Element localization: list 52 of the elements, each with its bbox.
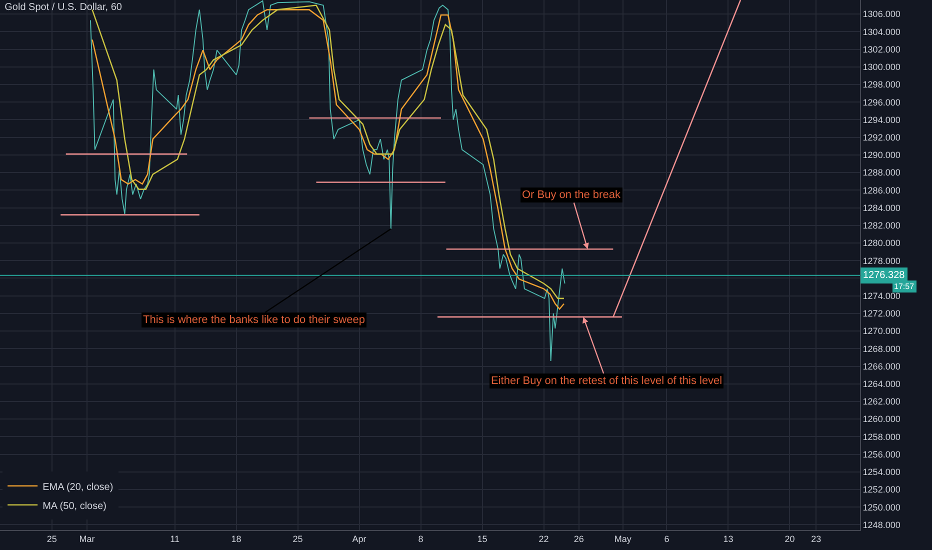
y-tick-label: 1278.000 — [862, 256, 900, 266]
ref-line-label: 1276.328 — [863, 270, 906, 281]
y-tick-label: 1302.000 — [862, 44, 900, 54]
y-tick-label: 1292.000 — [862, 132, 900, 142]
chart-title: Gold Spot / U.S. Dollar, 60 — [4, 2, 122, 13]
y-tick-label: 1270.000 — [862, 326, 900, 336]
y-tick-label: 1264.000 — [862, 379, 900, 389]
y-tick-label: 1256.000 — [862, 449, 900, 460]
y-tick-label: 1286.000 — [862, 185, 900, 196]
y-tick-label: 1294.000 — [862, 114, 900, 125]
annotation: Or Buy on the break — [522, 189, 621, 201]
y-tick-label: 1262.000 — [862, 396, 900, 407]
y-tick-label: 1282.000 — [862, 220, 900, 231]
y-tick-label: 1290.000 — [862, 150, 900, 160]
x-tick-label: 13 — [723, 534, 734, 544]
x-tick-label: 26 — [574, 534, 584, 544]
y-tick-label: 1280.000 — [862, 238, 900, 248]
y-tick-label: 1268.000 — [862, 344, 900, 354]
y-tick-label: 1258.000 — [862, 432, 900, 442]
legend-label: EMA (20, close) — [42, 482, 114, 493]
x-tick-label: 15 — [477, 534, 488, 544]
y-tick-label: 1260.000 — [862, 414, 900, 424]
annotation: Either Buy on the retest of this level of this level — [491, 375, 722, 387]
y-tick-label: 1272.000 — [862, 308, 900, 319]
legend-label: MA (50, close) — [42, 500, 106, 512]
y-tick-label: 1284.000 — [862, 202, 900, 213]
annotation: This is where the banks like to do their sweep — [143, 314, 365, 326]
y-tick-label: 1248.000 — [862, 520, 900, 530]
x-tick-label: Apr — [352, 534, 366, 544]
x-tick-label: 22 — [538, 534, 549, 544]
y-tick-label: 1252.000 — [862, 484, 900, 495]
y-tick-label: 1266.000 — [862, 361, 900, 372]
x-tick-label: 11 — [170, 534, 180, 544]
x-tick-label: 8 — [418, 534, 424, 544]
y-tick-label: 1254.000 — [862, 467, 900, 478]
y-tick-label: 1250.000 — [862, 502, 900, 512]
y-tick-label: 1288.000 — [862, 168, 900, 178]
y-tick-label: 1300.000 — [862, 62, 900, 72]
y-tick-label: 1298.000 — [862, 80, 900, 90]
x-tick-label: 25 — [292, 534, 303, 544]
x-tick-label: Mar — [79, 534, 95, 544]
x-tick-label: May — [614, 534, 632, 544]
x-tick-label: 20 — [784, 534, 795, 544]
x-tick-label: 18 — [231, 534, 242, 544]
y-tick-label: 1306.000 — [862, 9, 900, 20]
x-tick-label: 6 — [664, 534, 670, 544]
y-tick-label: 1304.000 — [862, 26, 900, 37]
x-tick-label: 25 — [46, 534, 57, 544]
text: 17:57 — [894, 282, 915, 291]
y-tick-label: 1274.000 — [862, 290, 900, 301]
y-tick-label: 1296.000 — [862, 97, 900, 108]
x-tick-label: 23 — [811, 534, 822, 544]
